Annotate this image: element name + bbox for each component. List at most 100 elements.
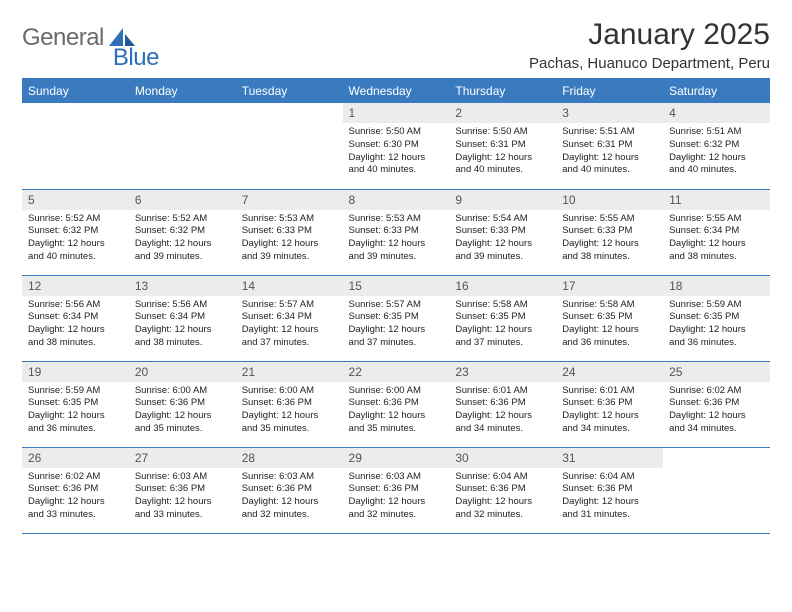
sunset-line: Sunset: 6:34 PM xyxy=(669,225,764,238)
daylight-line: Daylight: 12 hours and 37 minutes. xyxy=(349,324,444,350)
day-details: Sunrise: 5:53 AMSunset: 6:33 PMDaylight:… xyxy=(343,210,450,268)
sunset-line: Sunset: 6:32 PM xyxy=(669,139,764,152)
sunset-line: Sunset: 6:36 PM xyxy=(669,397,764,410)
sunset-line: Sunset: 6:35 PM xyxy=(669,311,764,324)
day-details: Sunrise: 6:04 AMSunset: 6:36 PMDaylight:… xyxy=(556,468,663,526)
sunrise-line: Sunrise: 6:00 AM xyxy=(135,385,230,398)
day-details: Sunrise: 5:57 AMSunset: 6:35 PMDaylight:… xyxy=(343,296,450,354)
day-details: Sunrise: 6:04 AMSunset: 6:36 PMDaylight:… xyxy=(449,468,556,526)
sunrise-line: Sunrise: 5:59 AM xyxy=(669,299,764,312)
calendar-day-cell: 22Sunrise: 6:00 AMSunset: 6:36 PMDayligh… xyxy=(343,361,450,447)
calendar-week-row: 19Sunrise: 5:59 AMSunset: 6:35 PMDayligh… xyxy=(22,361,770,447)
calendar-day-cell: 16Sunrise: 5:58 AMSunset: 6:35 PMDayligh… xyxy=(449,275,556,361)
sunset-line: Sunset: 6:31 PM xyxy=(455,139,550,152)
month-title: January 2025 xyxy=(529,18,770,52)
sunrise-line: Sunrise: 5:50 AM xyxy=(455,126,550,139)
calendar-day-cell: 9Sunrise: 5:54 AMSunset: 6:33 PMDaylight… xyxy=(449,189,556,275)
brand-logo: General Blue xyxy=(22,18,159,72)
calendar-day-cell: 11Sunrise: 5:55 AMSunset: 6:34 PMDayligh… xyxy=(663,189,770,275)
calendar-week-row: 1Sunrise: 5:50 AMSunset: 6:30 PMDaylight… xyxy=(22,103,770,189)
calendar-day-cell: 4Sunrise: 5:51 AMSunset: 6:32 PMDaylight… xyxy=(663,103,770,189)
day-details: Sunrise: 5:54 AMSunset: 6:33 PMDaylight:… xyxy=(449,210,556,268)
day-details: Sunrise: 6:00 AMSunset: 6:36 PMDaylight:… xyxy=(343,382,450,440)
day-details: Sunrise: 6:01 AMSunset: 6:36 PMDaylight:… xyxy=(449,382,556,440)
sunrise-line: Sunrise: 6:02 AM xyxy=(669,385,764,398)
calendar-day-cell: 21Sunrise: 6:00 AMSunset: 6:36 PMDayligh… xyxy=(236,361,343,447)
day-details: Sunrise: 6:00 AMSunset: 6:36 PMDaylight:… xyxy=(129,382,236,440)
sunrise-line: Sunrise: 6:00 AM xyxy=(349,385,444,398)
weekday-header: Saturday xyxy=(663,79,770,103)
calendar-day-cell: 31Sunrise: 6:04 AMSunset: 6:36 PMDayligh… xyxy=(556,447,663,533)
sunset-line: Sunset: 6:34 PM xyxy=(135,311,230,324)
sunset-line: Sunset: 6:36 PM xyxy=(562,397,657,410)
sunrise-line: Sunrise: 5:57 AM xyxy=(349,299,444,312)
day-number: 4 xyxy=(663,103,770,123)
day-number: 11 xyxy=(663,190,770,210)
day-number: 22 xyxy=(343,362,450,382)
daylight-line: Daylight: 12 hours and 39 minutes. xyxy=(455,238,550,264)
sunrise-line: Sunrise: 6:04 AM xyxy=(455,471,550,484)
day-details: Sunrise: 6:03 AMSunset: 6:36 PMDaylight:… xyxy=(343,468,450,526)
calendar-day-cell: 23Sunrise: 6:01 AMSunset: 6:36 PMDayligh… xyxy=(449,361,556,447)
sunset-line: Sunset: 6:35 PM xyxy=(562,311,657,324)
sunset-line: Sunset: 6:33 PM xyxy=(349,225,444,238)
day-number: 3 xyxy=(556,103,663,123)
daylight-line: Daylight: 12 hours and 40 minutes. xyxy=(455,152,550,178)
day-details: Sunrise: 5:51 AMSunset: 6:32 PMDaylight:… xyxy=(663,123,770,181)
daylight-line: Daylight: 12 hours and 38 minutes. xyxy=(669,238,764,264)
sunrise-line: Sunrise: 5:52 AM xyxy=(135,213,230,226)
day-details: Sunrise: 6:03 AMSunset: 6:36 PMDaylight:… xyxy=(129,468,236,526)
calendar-day-cell: 14Sunrise: 5:57 AMSunset: 6:34 PMDayligh… xyxy=(236,275,343,361)
calendar-day-cell: 1Sunrise: 5:50 AMSunset: 6:30 PMDaylight… xyxy=(343,103,450,189)
weekday-header: Monday xyxy=(129,79,236,103)
day-details: Sunrise: 6:00 AMSunset: 6:36 PMDaylight:… xyxy=(236,382,343,440)
calendar-day-cell: 10Sunrise: 5:55 AMSunset: 6:33 PMDayligh… xyxy=(556,189,663,275)
sunset-line: Sunset: 6:31 PM xyxy=(562,139,657,152)
daylight-line: Daylight: 12 hours and 33 minutes. xyxy=(135,496,230,522)
sunset-line: Sunset: 6:35 PM xyxy=(349,311,444,324)
day-details: Sunrise: 5:55 AMSunset: 6:34 PMDaylight:… xyxy=(663,210,770,268)
sunrise-line: Sunrise: 5:56 AM xyxy=(135,299,230,312)
calendar-week-row: 12Sunrise: 5:56 AMSunset: 6:34 PMDayligh… xyxy=(22,275,770,361)
sunrise-line: Sunrise: 5:56 AM xyxy=(28,299,123,312)
calendar-day-cell: 24Sunrise: 6:01 AMSunset: 6:36 PMDayligh… xyxy=(556,361,663,447)
day-details: Sunrise: 5:58 AMSunset: 6:35 PMDaylight:… xyxy=(449,296,556,354)
day-number: 2 xyxy=(449,103,556,123)
day-details: Sunrise: 5:58 AMSunset: 6:35 PMDaylight:… xyxy=(556,296,663,354)
calendar-week-row: 5Sunrise: 5:52 AMSunset: 6:32 PMDaylight… xyxy=(22,189,770,275)
sunset-line: Sunset: 6:35 PM xyxy=(455,311,550,324)
sunset-line: Sunset: 6:32 PM xyxy=(135,225,230,238)
weekday-header-row: Sunday Monday Tuesday Wednesday Thursday… xyxy=(22,79,770,103)
calendar-day-cell: 6Sunrise: 5:52 AMSunset: 6:32 PMDaylight… xyxy=(129,189,236,275)
sunset-line: Sunset: 6:32 PM xyxy=(28,225,123,238)
sunset-line: Sunset: 6:36 PM xyxy=(28,483,123,496)
day-number: 19 xyxy=(22,362,129,382)
sunset-line: Sunset: 6:33 PM xyxy=(455,225,550,238)
sunrise-line: Sunrise: 5:58 AM xyxy=(562,299,657,312)
day-number: 24 xyxy=(556,362,663,382)
calendar-day-cell: 18Sunrise: 5:59 AMSunset: 6:35 PMDayligh… xyxy=(663,275,770,361)
day-details: Sunrise: 5:53 AMSunset: 6:33 PMDaylight:… xyxy=(236,210,343,268)
calendar-day-cell: 30Sunrise: 6:04 AMSunset: 6:36 PMDayligh… xyxy=(449,447,556,533)
day-number: 14 xyxy=(236,276,343,296)
day-details: Sunrise: 5:59 AMSunset: 6:35 PMDaylight:… xyxy=(22,382,129,440)
header: General Blue January 2025 Pachas, Huanuc… xyxy=(22,18,770,72)
sunset-line: Sunset: 6:36 PM xyxy=(349,483,444,496)
daylight-line: Daylight: 12 hours and 40 minutes. xyxy=(562,152,657,178)
calendar-day-cell xyxy=(129,103,236,189)
daylight-line: Daylight: 12 hours and 38 minutes. xyxy=(28,324,123,350)
daylight-line: Daylight: 12 hours and 34 minutes. xyxy=(562,410,657,436)
daylight-line: Daylight: 12 hours and 39 minutes. xyxy=(242,238,337,264)
day-number: 6 xyxy=(129,190,236,210)
sunrise-line: Sunrise: 5:55 AM xyxy=(562,213,657,226)
sunset-line: Sunset: 6:36 PM xyxy=(135,483,230,496)
brand-part2: Blue xyxy=(113,44,159,72)
sunrise-line: Sunrise: 5:59 AM xyxy=(28,385,123,398)
sunrise-line: Sunrise: 5:52 AM xyxy=(28,213,123,226)
daylight-line: Daylight: 12 hours and 36 minutes. xyxy=(28,410,123,436)
brand-part1: General xyxy=(22,24,104,52)
sunrise-line: Sunrise: 6:01 AM xyxy=(455,385,550,398)
sunset-line: Sunset: 6:36 PM xyxy=(455,483,550,496)
sunrise-line: Sunrise: 6:03 AM xyxy=(135,471,230,484)
sunrise-line: Sunrise: 5:50 AM xyxy=(349,126,444,139)
